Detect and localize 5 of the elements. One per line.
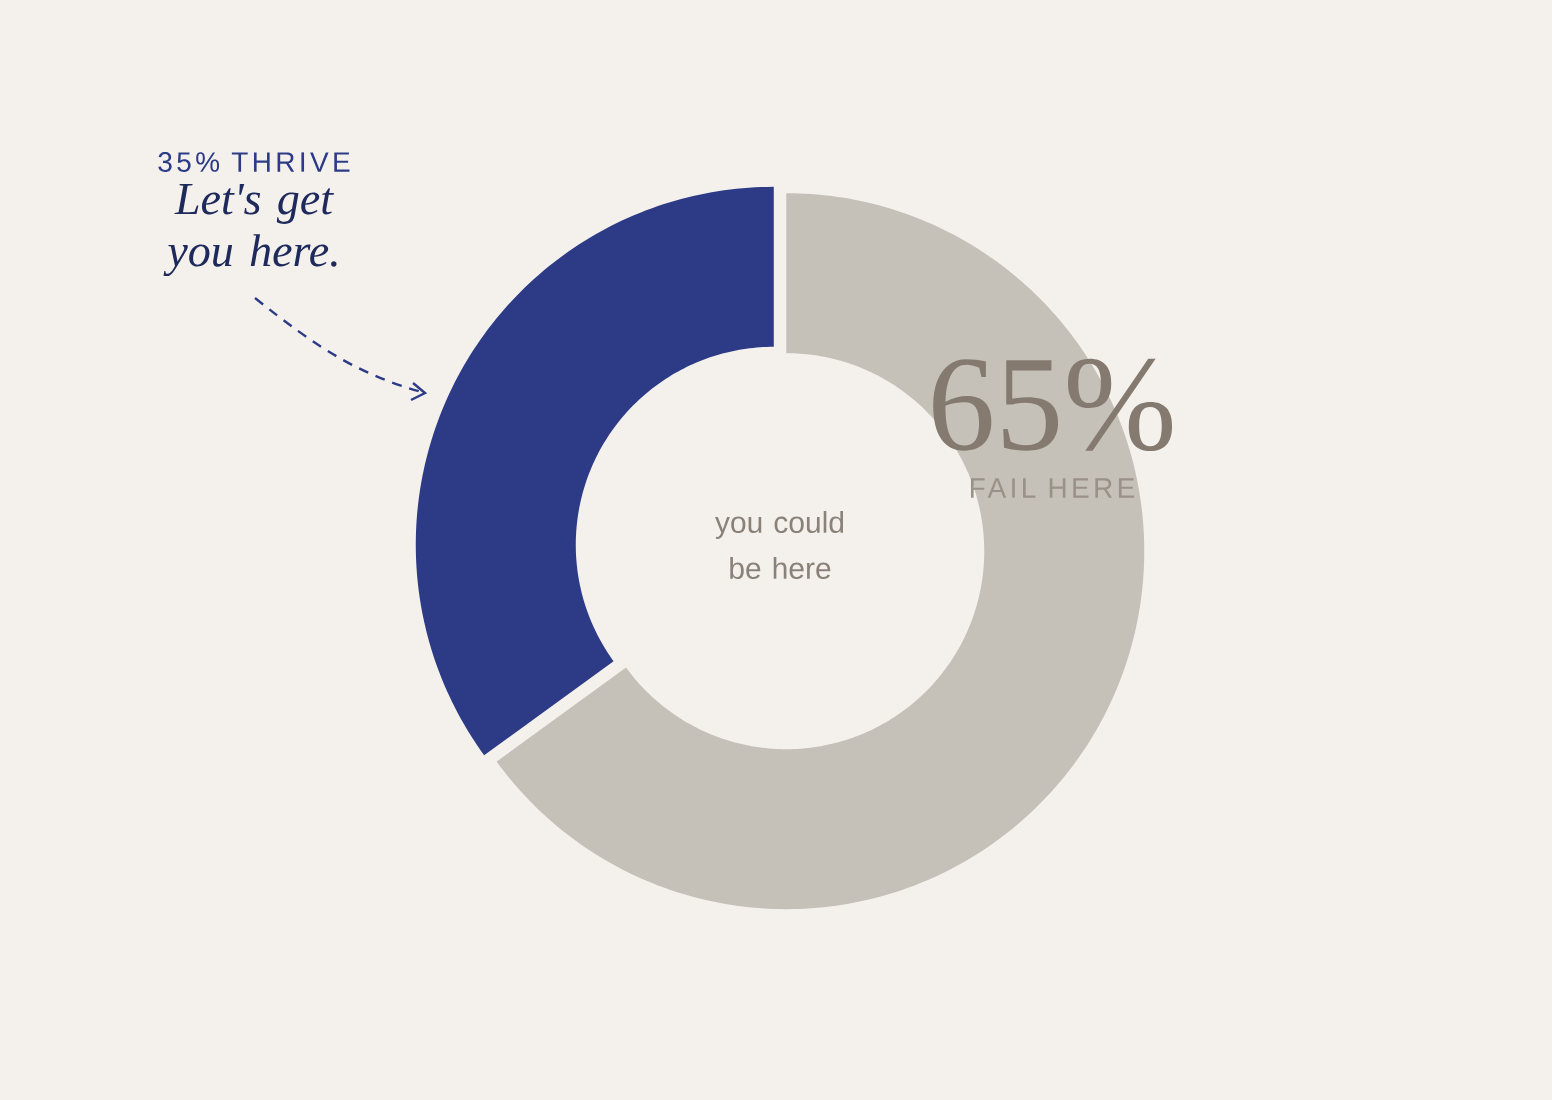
slice-label: THRIVE	[231, 152, 350, 172]
data-label: 35%	[158, 152, 220, 172]
text: Let's get you here.	[163, 183, 337, 277]
text: you could be here	[715, 510, 844, 579]
data-label: 65%	[933, 358, 1173, 452]
